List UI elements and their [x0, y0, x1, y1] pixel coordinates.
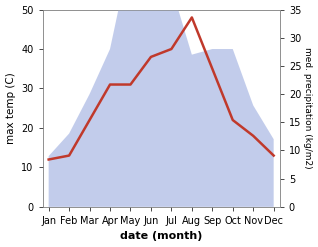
X-axis label: date (month): date (month)	[120, 231, 202, 242]
Y-axis label: max temp (C): max temp (C)	[5, 72, 16, 144]
Y-axis label: med. precipitation (kg/m2): med. precipitation (kg/m2)	[303, 47, 313, 169]
